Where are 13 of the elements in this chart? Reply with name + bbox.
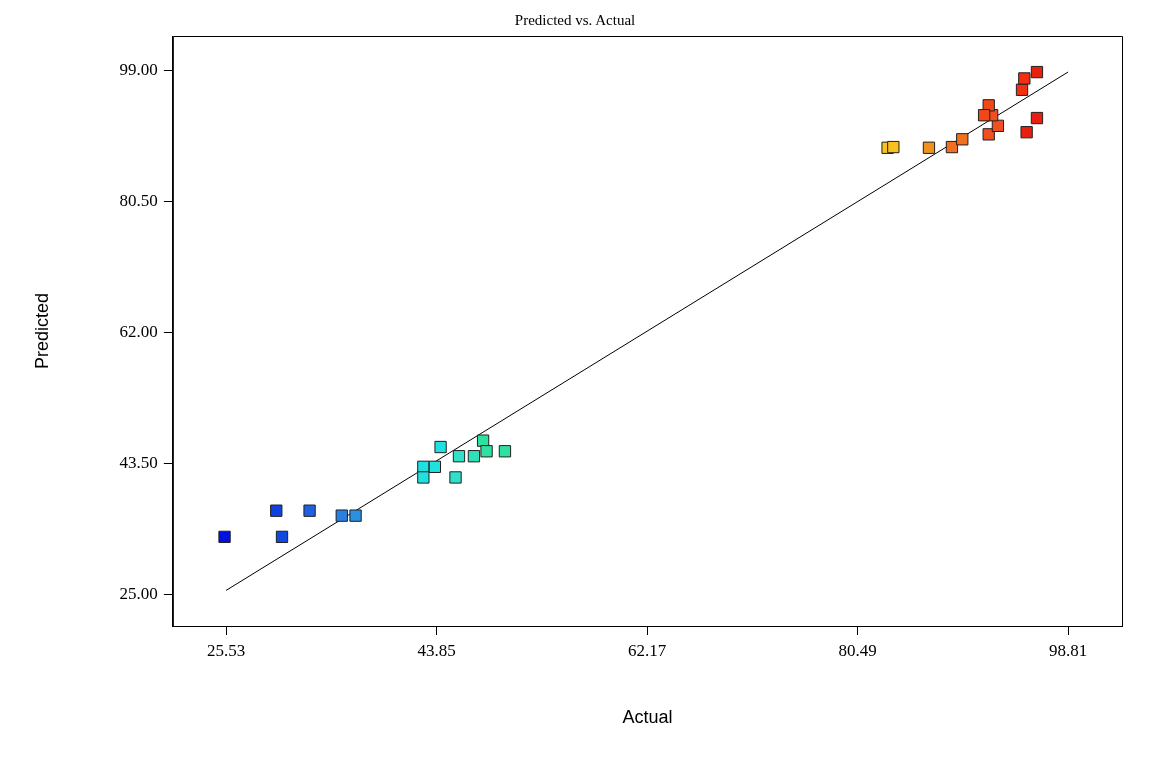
y-tick-label: 62.00	[119, 321, 158, 341]
y-axis-title: Predicted	[31, 292, 52, 370]
chart-title: Predicted vs. Actual	[514, 11, 636, 28]
y-tick-label: 25.00	[119, 583, 158, 603]
x-tick-label: 62.17	[627, 640, 667, 660]
y-tick-label: 99.00	[119, 60, 158, 80]
x-tick-label: 25.53	[206, 640, 246, 660]
x-tick-label: 43.85	[417, 640, 456, 660]
x-tick-label: 98.81	[1048, 640, 1088, 660]
x-tick-label: 80.49	[838, 640, 877, 660]
y-tick-label: 43.50	[119, 452, 158, 472]
x-axis-title: Actual	[622, 707, 673, 728]
y-tick-label: 80.50	[119, 191, 158, 211]
